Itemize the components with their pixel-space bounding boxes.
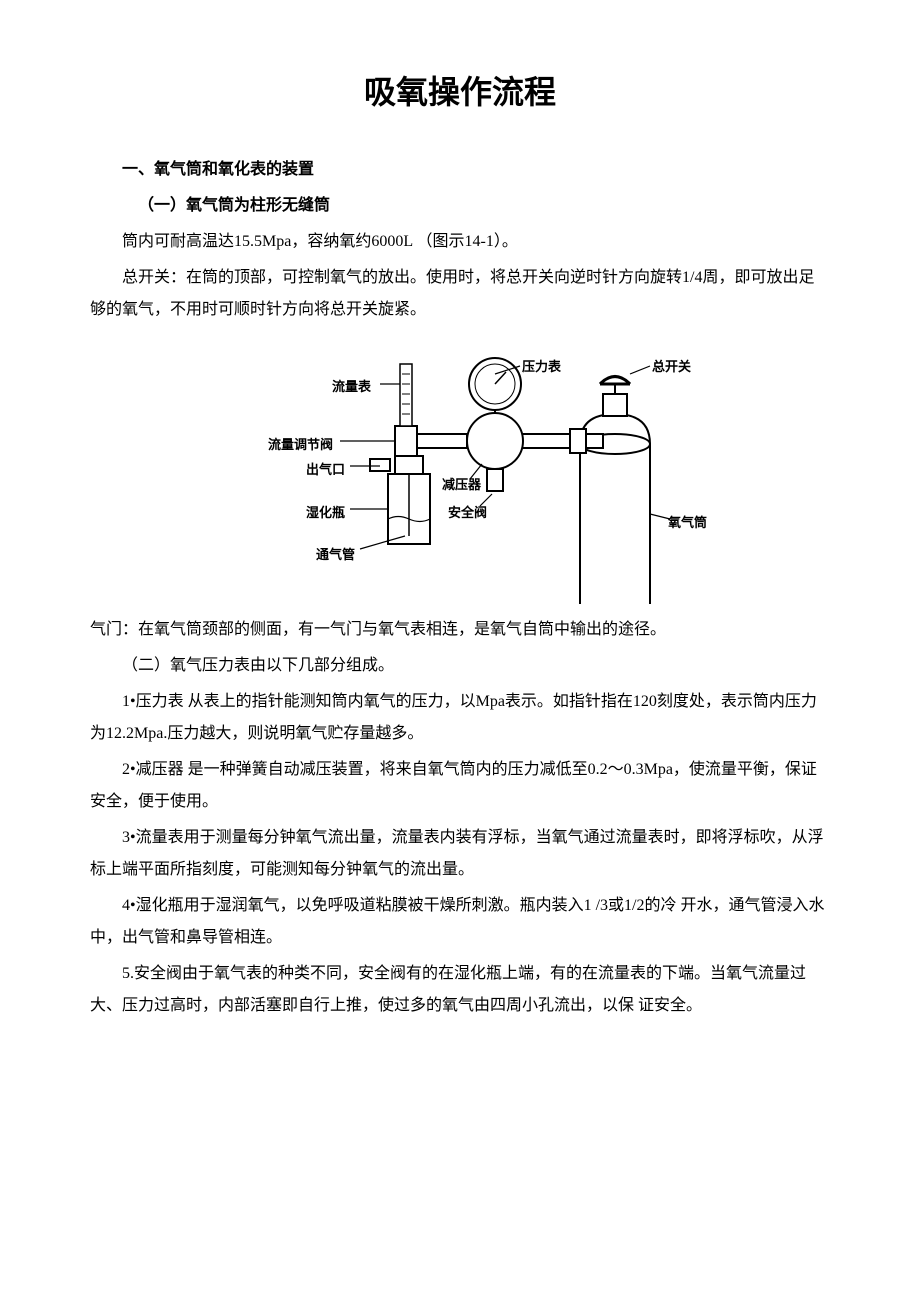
- item-4: 4•湿化瓶用于湿润氧气，以免呼吸道粘膜被干燥所刺激。瓶内装入1 /3或1/2的冷…: [90, 890, 830, 954]
- para-1: 筒内可耐高温达15.5Mpa，容纳氧约6000L （图示14-1）。: [90, 226, 830, 258]
- label-reducer: 减压器: [442, 472, 481, 498]
- para-2: 总开关：在筒的顶部，可控制氧气的放出。使用时，将总开关向逆时针方向旋转1/4周，…: [90, 262, 830, 326]
- page-title: 吸氧操作流程: [90, 60, 830, 124]
- section1-sub2-heading: （二）氧气压力表由以下几部分组成。: [90, 650, 830, 682]
- section1-sub1-heading: （一）氧气筒为柱形无缝筒: [90, 190, 830, 222]
- label-vent-pipe: 通气管: [316, 542, 355, 568]
- oxygen-apparatus-diagram: 压力表 总开关 流量表 流量调节阀 出气口 减压器 湿化瓶 安全阀 通气管 氧气…: [220, 344, 700, 604]
- item-5: 5.安全阀由于氧气表的种类不同，安全阀有的在湿化瓶上端，有的在流量表的下端。当氧…: [90, 958, 830, 1022]
- label-outlet: 出气口: [306, 457, 345, 483]
- label-flow-valve: 流量调节阀: [268, 432, 333, 458]
- para-3: 气门：在氧气筒颈部的侧面，有一气门与氧气表相连，是氧气自筒中输出的途径。: [90, 614, 830, 646]
- item-3: 3•流量表用于测量每分钟氧气流出量，流量表内装有浮标，当氧气通过流量表时，即将浮…: [90, 822, 830, 886]
- item-1: 1•压力表 从表上的指针能测知筒内氧气的压力，以Mpa表示。如指针指在120刻度…: [90, 686, 830, 750]
- label-cylinder: 氧气筒: [668, 510, 707, 536]
- label-humid-bottle: 湿化瓶: [306, 500, 345, 526]
- label-pressure-gauge: 压力表: [522, 354, 561, 380]
- section1-heading: 一、氧气筒和氧化表的装置: [90, 154, 830, 186]
- label-safety-valve: 安全阀: [448, 500, 487, 526]
- item-2: 2•减压器 是一种弹簧自动减压装置，将来自氧气筒内的压力减低至0.2〜0.3Mp…: [90, 754, 830, 818]
- label-main-switch: 总开关: [652, 354, 691, 380]
- label-flow-meter: 流量表: [332, 374, 371, 400]
